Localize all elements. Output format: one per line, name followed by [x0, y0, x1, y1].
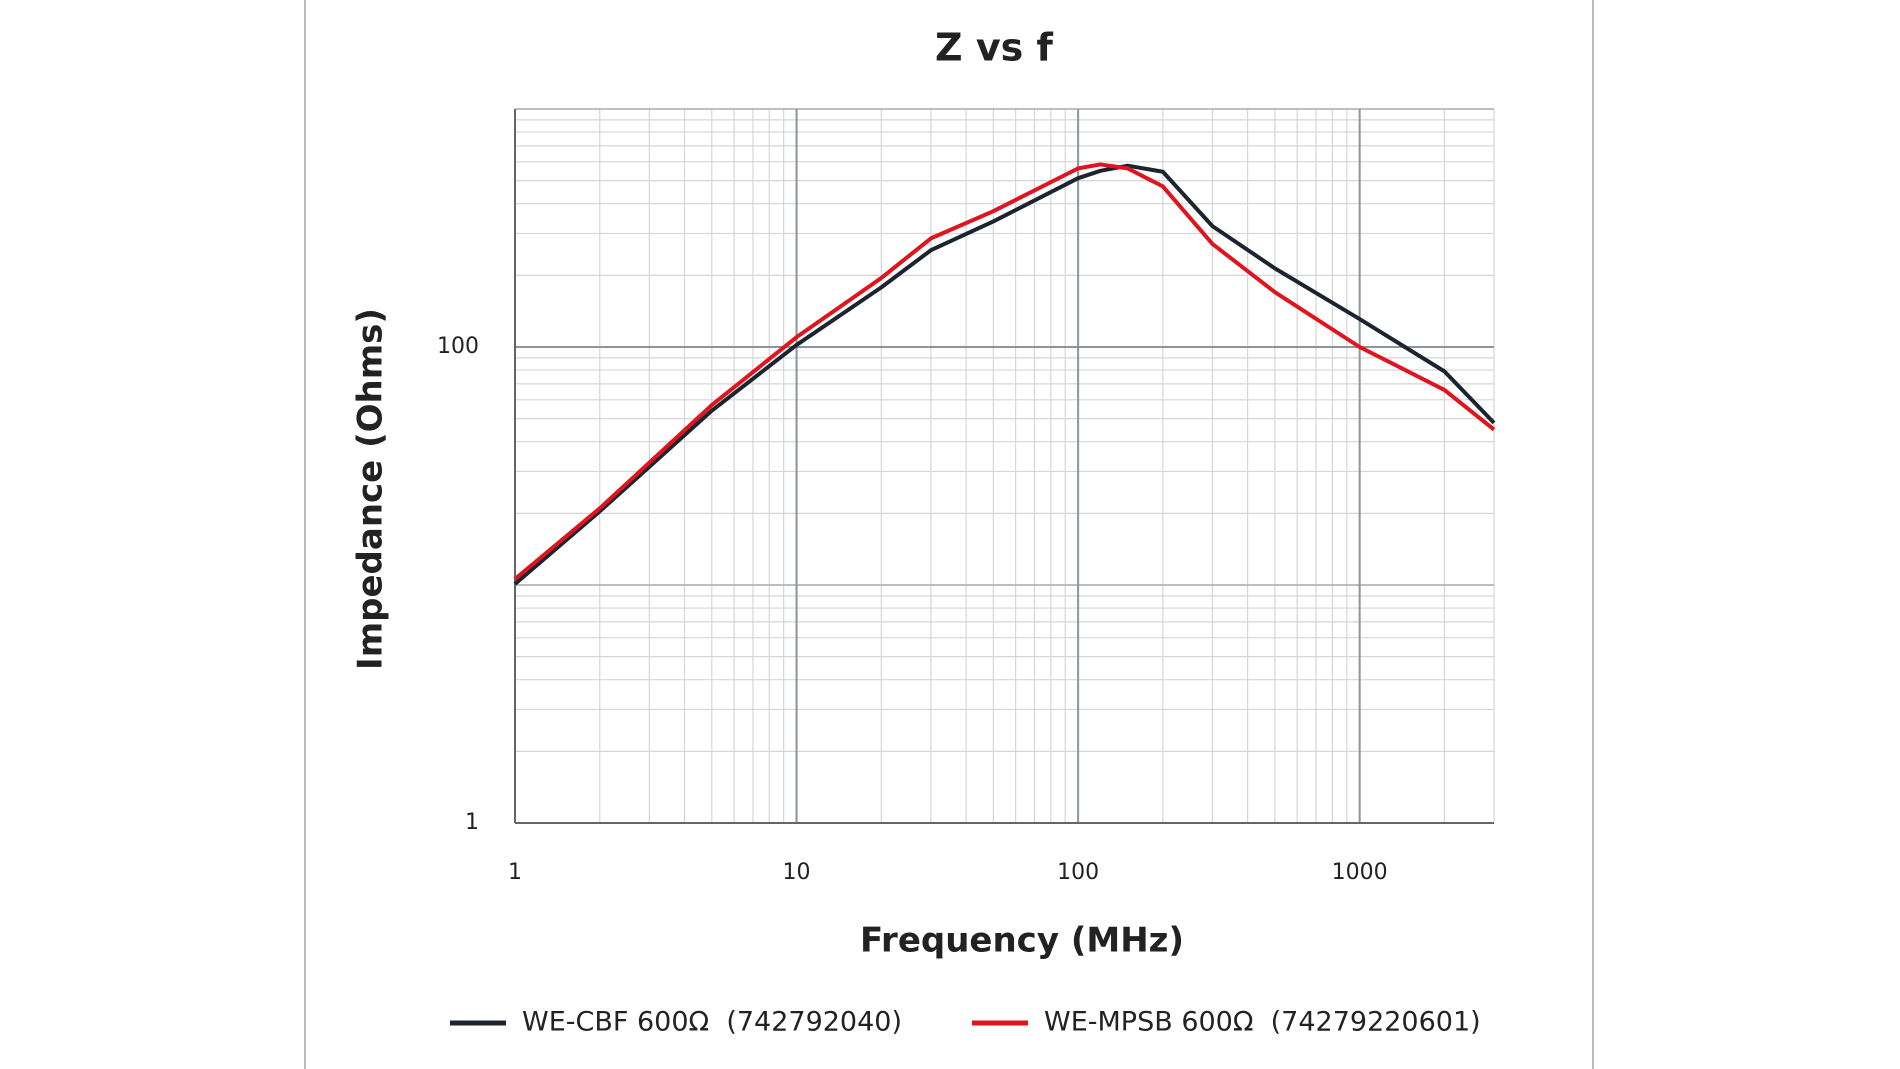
series-line [513, 162, 1496, 581]
y-axis-label: Impedance (Ohms) [351, 308, 391, 670]
y-tick-label: 100 [437, 334, 479, 359]
series-line [513, 163, 1496, 586]
x-tick-label: 100 [1057, 860, 1099, 885]
y-tick-label: 1 [465, 810, 479, 835]
legend-label: WE-CBF 600Ω (742792040) [522, 1007, 902, 1038]
x-tick-label: 1 [508, 860, 522, 885]
x-tick-label: 1000 [1332, 860, 1388, 885]
x-axis-label: Frequency (MHz) [860, 921, 1184, 961]
x-tick-label: 10 [783, 860, 811, 885]
legend-label: WE-MPSB 600Ω (74279220601) [1044, 1007, 1481, 1038]
chart-title: Z vs f [935, 26, 1053, 70]
